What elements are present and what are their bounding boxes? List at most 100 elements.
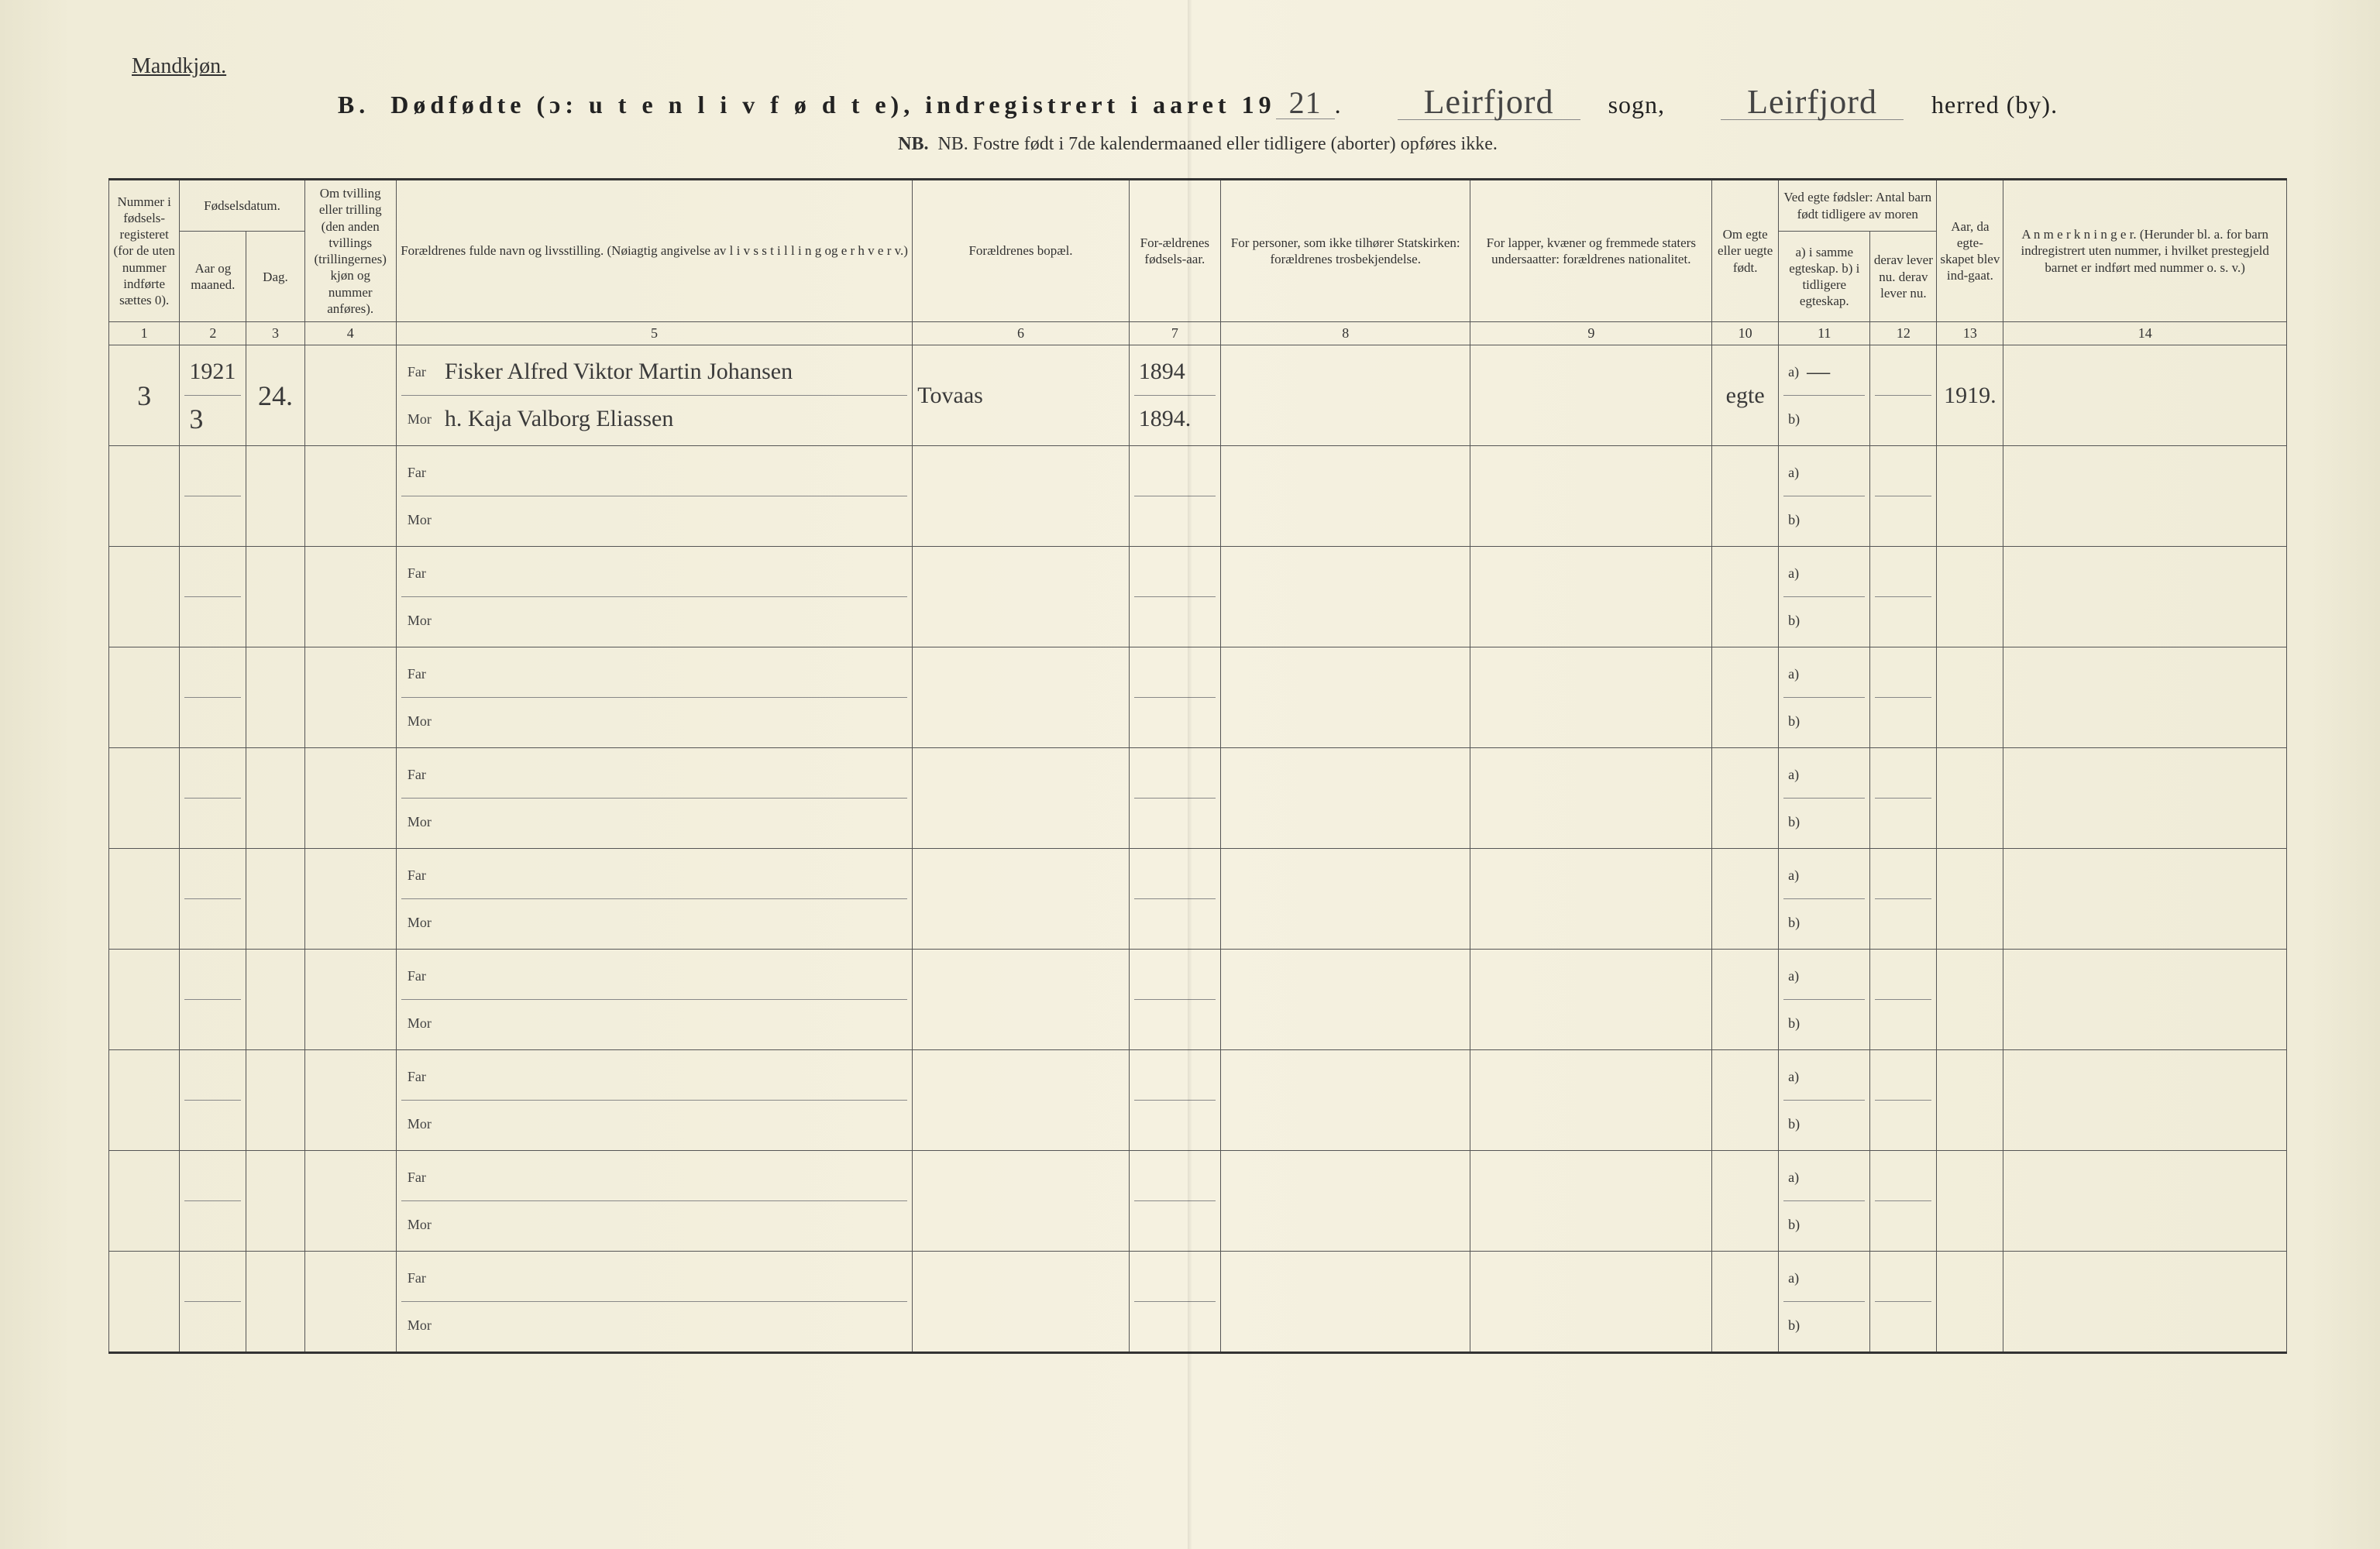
cell-bopel: [913, 1050, 1129, 1151]
cell-parents: FarMor: [396, 1050, 912, 1151]
far-label: Far: [408, 465, 445, 481]
table-row: FarMora)b): [109, 849, 2287, 950]
cell-aar-egte: [1937, 647, 2003, 748]
col-header-13: Aar, da egte-skapet blev ind-gaat.: [1937, 180, 2003, 322]
col-header-12: derav lever nu. derav lever nu.: [1870, 232, 1937, 322]
far-label: Far: [408, 565, 445, 582]
cell-blank-8: [1220, 446, 1470, 547]
cell-aar-egte: [1937, 1252, 2003, 1353]
cell-year-month: [180, 1151, 246, 1252]
cell-parent-years: [1129, 547, 1220, 647]
cell-egte: [1712, 446, 1779, 547]
colnum: 5: [396, 322, 912, 345]
cell-twin: [304, 547, 396, 647]
cell-parent-years: [1129, 1252, 1220, 1353]
colnum: 12: [1870, 322, 1937, 345]
cell-number: [109, 1050, 180, 1151]
mor-label: Mor: [408, 1116, 445, 1132]
mor-label: Mor: [408, 1015, 445, 1032]
cell-blank-9: [1470, 345, 1712, 446]
cell-lever: [1870, 647, 1937, 748]
far-label: Far: [408, 767, 445, 783]
cell-ab: a)b): [1779, 1151, 1870, 1252]
colnum: 13: [1937, 322, 2003, 345]
a-label: a): [1788, 867, 1799, 884]
a-label: a): [1788, 767, 1799, 783]
register-page: Mandkjøn. B. Dødfødte (ɔ: u t e n l i v …: [0, 0, 2380, 1549]
cell-year-month: [180, 446, 246, 547]
cell-ab: a)b): [1779, 1252, 1870, 1353]
cell-blank-8: [1220, 950, 1470, 1050]
cell-bopel: [913, 950, 1129, 1050]
col-header-7: For-ældrenes fødsels-aar.: [1129, 180, 1220, 322]
table-row: FarMora)b): [109, 950, 2287, 1050]
cell-ab: a)b): [1779, 849, 1870, 950]
gender-label: Mandkjøn.: [132, 54, 226, 79]
cell-day: [246, 547, 304, 647]
cell-aar-egte: [1937, 748, 2003, 849]
cell-blank-9: [1470, 950, 1712, 1050]
table-row: 31921324.FarFisker Alfred Viktor Martin …: [109, 345, 2287, 446]
cell-remarks: [2003, 1151, 2287, 1252]
cell-blank-9: [1470, 647, 1712, 748]
cell-blank-9: [1470, 849, 1712, 950]
cell-twin: [304, 748, 396, 849]
a-label: a): [1788, 364, 1799, 380]
cell-egte: [1712, 1252, 1779, 1353]
cell-year-month: [180, 547, 246, 647]
cell-aar-egte: [1937, 849, 2003, 950]
cell-lever: [1870, 1151, 1937, 1252]
colnum: 9: [1470, 322, 1712, 345]
cell-lever: [1870, 1252, 1937, 1353]
register-table: Nummer i fødsels-registeret (for de uten…: [108, 178, 2287, 1354]
col-header-5: Forældrenes fulde navn og livsstilling. …: [396, 180, 912, 322]
cell-aar-egte: [1937, 950, 2003, 1050]
cell-parents: FarMor: [396, 547, 912, 647]
a-label: a): [1788, 1169, 1799, 1186]
cell-parents: FarMor: [396, 647, 912, 748]
cell-year-month: [180, 748, 246, 849]
cell-egte: [1712, 849, 1779, 950]
cell-day: [246, 446, 304, 547]
cell-twin: [304, 1151, 396, 1252]
table-row: FarMora)b): [109, 547, 2287, 647]
cell-day: [246, 1050, 304, 1151]
cell-aar-egte: [1937, 446, 2003, 547]
cell-blank-9: [1470, 748, 1712, 849]
sogn-hand: Leirfjord: [1398, 85, 1580, 120]
cell-parent-years: [1129, 1050, 1220, 1151]
cell-egte: egte: [1712, 345, 1779, 446]
far-name: Fisker Alfred Viktor Martin Johansen: [445, 360, 907, 383]
cell-remarks: [2003, 345, 2287, 446]
cell-aar-egte: [1937, 547, 2003, 647]
cell-egte: [1712, 1151, 1779, 1252]
cell-blank-9: [1470, 547, 1712, 647]
cell-year-month: 19213: [180, 345, 246, 446]
table-row: FarMora)b): [109, 748, 2287, 849]
mor-label: Mor: [408, 814, 445, 830]
cell-parent-years: [1129, 950, 1220, 1050]
colnum: 6: [913, 322, 1129, 345]
colnum: 8: [1220, 322, 1470, 345]
cell-bopel: [913, 547, 1129, 647]
cell-day: 24.: [246, 345, 304, 446]
col-header-8: For personer, som ikke tilhører Statskir…: [1220, 180, 1470, 322]
subtitle-text: NB. Fostre født i 7de kalendermaaned ell…: [937, 134, 1497, 154]
cell-bopel: Tovaas: [913, 345, 1129, 446]
b-label: b): [1788, 411, 1800, 428]
cell-blank-9: [1470, 1050, 1712, 1151]
cell-number: [109, 547, 180, 647]
col-header-6: Forældrenes bopæl.: [913, 180, 1129, 322]
cell-lever: [1870, 1050, 1937, 1151]
cell-remarks: [2003, 1050, 2287, 1151]
table-row: FarMora)b): [109, 1252, 2287, 1353]
cell-egte: [1712, 950, 1779, 1050]
cell-aar-egte: 1919.: [1937, 345, 2003, 446]
colnum: 2: [180, 322, 246, 345]
cell-number: 3: [109, 345, 180, 446]
cell-remarks: [2003, 748, 2287, 849]
herred-label: herred (by).: [1931, 91, 2058, 118]
cell-lever: [1870, 345, 1937, 446]
cell-ab: a)b): [1779, 446, 1870, 547]
mor-label: Mor: [408, 1217, 445, 1233]
